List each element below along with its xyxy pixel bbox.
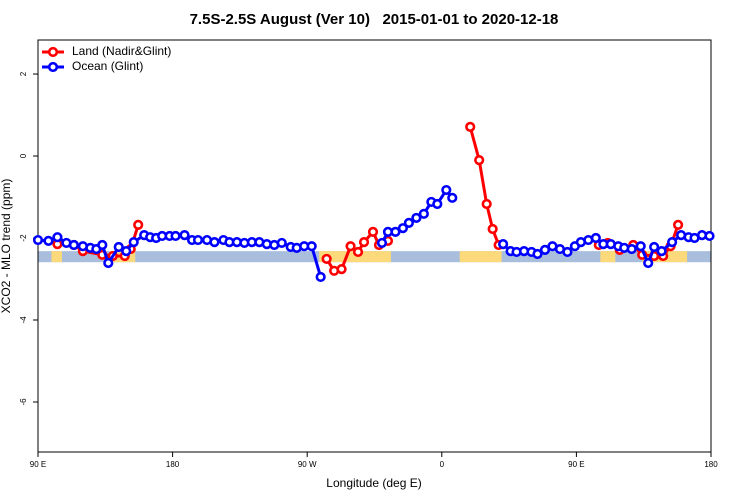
x-tick-label: 0	[440, 460, 445, 469]
data-point	[97, 239, 108, 251]
plot-frame	[37, 39, 712, 453]
land-band	[600, 251, 616, 263]
data-point	[336, 264, 347, 275]
data-point	[411, 212, 422, 224]
data-point	[321, 253, 332, 265]
data-point	[128, 237, 139, 248]
data-point	[367, 226, 379, 237]
legend-marker	[47, 46, 59, 58]
data-point	[432, 198, 443, 210]
data-point	[667, 237, 678, 248]
legend-label: Ocean (Glint)	[72, 59, 143, 73]
data-point	[390, 226, 401, 237]
data-point	[649, 241, 660, 253]
chart-title: 7.5S-2.5S August (Ver 10) 2015-01-01 to …	[190, 11, 559, 28]
data-point	[306, 241, 317, 252]
land-band	[51, 251, 62, 263]
data-point	[487, 223, 498, 235]
legend-marker	[47, 61, 59, 73]
x-tick-label: 180	[166, 460, 180, 469]
y-axis-label: XCO2 - MLO trend (ppm)	[0, 179, 13, 314]
data-point	[532, 248, 543, 260]
data-point	[170, 230, 181, 242]
data-point	[103, 257, 114, 269]
data-point	[539, 244, 551, 255]
data-point	[562, 246, 573, 258]
data-point	[209, 237, 220, 248]
data-point	[403, 217, 414, 228]
data-point	[704, 230, 715, 242]
x-tick-label: 180	[704, 460, 718, 469]
data-point	[315, 271, 326, 283]
legend-label: Land (Nadir&Glint)	[72, 44, 171, 58]
x-axis-label: Longitude (deg E)	[326, 476, 421, 490]
data-point	[474, 155, 485, 166]
data-point	[133, 219, 144, 230]
data-point	[345, 241, 356, 252]
y-tick-label: -2	[19, 234, 28, 242]
data-point	[358, 237, 370, 248]
data-point	[418, 208, 429, 219]
data-point	[447, 192, 458, 203]
data-point	[376, 237, 388, 249]
data-point	[656, 246, 667, 257]
land-band	[459, 251, 502, 263]
data-point	[43, 235, 54, 246]
x-tick-label: 90 E	[568, 460, 584, 469]
x-tick-label: 90 W	[298, 460, 317, 469]
data-point	[672, 219, 684, 230]
data-point	[441, 184, 452, 196]
data-point	[635, 241, 646, 252]
data-point	[121, 246, 132, 257]
data-point	[113, 241, 124, 253]
land-band	[319, 251, 391, 263]
data-point	[498, 239, 509, 250]
x-tick-label: 90 E	[30, 460, 46, 469]
data-point	[32, 234, 44, 246]
data-point	[590, 232, 601, 244]
y-tick-label: -6	[19, 398, 28, 406]
y-tick-label: 2	[19, 71, 28, 76]
data-point	[465, 121, 476, 133]
data-point	[68, 239, 79, 251]
data-point	[352, 246, 364, 258]
data-point	[397, 223, 409, 234]
data-point	[192, 234, 204, 246]
data-point	[643, 257, 654, 269]
y-tick-label: -4	[19, 316, 28, 324]
data-point	[52, 232, 63, 243]
y-tick-label: 0	[19, 153, 28, 158]
data-point	[626, 243, 637, 255]
data-point	[179, 230, 190, 241]
data-point	[276, 237, 287, 249]
data-point	[481, 198, 492, 210]
